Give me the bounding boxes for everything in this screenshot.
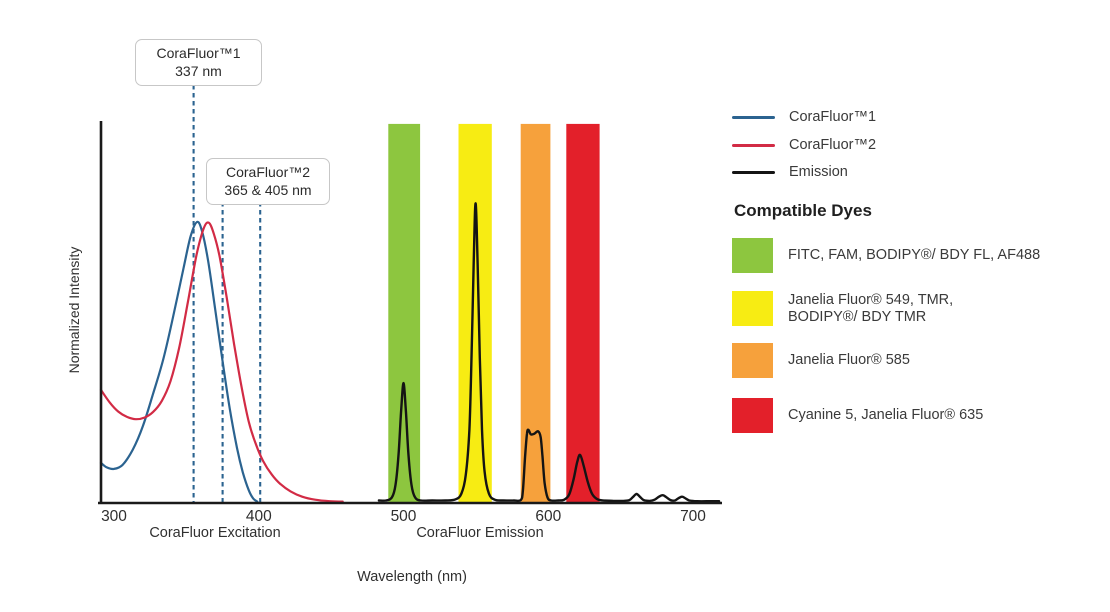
dye-swatch-yellow [732,291,773,326]
green-band [388,123,421,503]
corafluor2-line-swatch [732,143,775,147]
dye-swatch-green [732,238,773,273]
dye-row-green: FITC, FAM, BODIPY®/ BDY FL, AF488 [732,238,1040,273]
x-section-label-excitation: CoraFluor Excitation [149,525,281,541]
dye-label-green: FITC, FAM, BODIPY®/ BDY FL, AF488 [788,247,1041,263]
x-tick-500: 500 [391,508,417,525]
x-tick-300: 300 [101,508,127,525]
x-tick-600: 600 [535,508,561,525]
legend-label-emission: Emission [789,164,848,180]
dye-row-red: Cyanine 5, Janelia Fluor® 635 [732,398,983,433]
dye-row-orange: Janelia Fluor® 585 [732,343,910,378]
x-section-label-emission: CoraFluor Emission [416,525,544,541]
yellow-band [458,123,492,503]
callout-corafluor2-excitation: CoraFluor™2 365 & 405 nm [206,158,330,205]
corafluor1-line-swatch [732,115,775,119]
y-axis-label: Normalized Intensity [66,246,82,374]
callout-corafluor2-wavelength: 365 & 405 nm [224,182,312,199]
legend-item-corafluor2: CoraFluor™2 [732,137,876,153]
callout-corafluor2-title: CoraFluor™2 [225,164,311,180]
x-tick-700: 700 [680,508,706,525]
spectra-chart: 300 400 500 600 700 [98,85,722,525]
legend-label-corafluor2: CoraFluor™2 [789,137,877,153]
emission-line-swatch [732,170,775,174]
compatible-dyes-title: Compatible Dyes [734,201,872,220]
legend-item-emission: Emission [732,164,848,180]
x-tick-400: 400 [246,508,272,525]
legend-item-corafluor1: CoraFluor™1 [732,109,876,125]
legend: CoraFluor™1 CoraFluor™2 Emission Compati… [730,0,1110,612]
legend-label-corafluor1: CoraFluor™1 [789,109,877,125]
callout-corafluor1-title: CoraFluor™1 [156,45,241,61]
dye-label-yellow: Janelia Fluor® 549, TMR, BODIPY®/ BDY TM… [788,291,954,325]
callout-corafluor1-wavelength: 337 nm [175,63,222,80]
dye-swatch-red [732,398,773,433]
excitation-curve-corafluor2 [99,221,344,503]
emission-curve [377,202,721,503]
excitation-curve-corafluor1 [99,220,259,503]
red-band [566,123,600,503]
x-axis-label: Wavelength (nm) [357,569,467,585]
dye-row-yellow: Janelia Fluor® 549, TMR, BODIPY®/ BDY TM… [732,291,953,326]
dye-label-red: Cyanine 5, Janelia Fluor® 635 [788,407,984,423]
dye-label-orange: Janelia Fluor® 585 [788,352,910,368]
dye-swatch-orange [732,343,773,378]
callout-corafluor1-excitation: CoraFluor™1 337 nm [135,39,262,86]
